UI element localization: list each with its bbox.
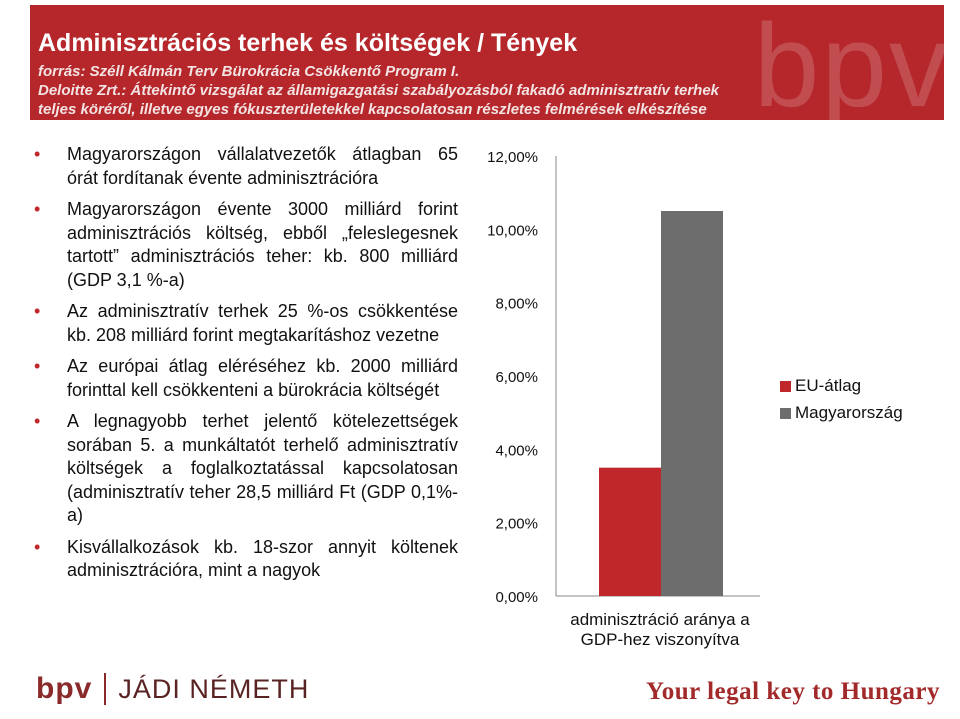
- bar-chart: 0,00% 2,00% 4,00% 6,00% 8,00% 10,00% 12,00% adm…: [487, 149, 760, 649]
- y-tick-label: 4,00%: [495, 442, 538, 459]
- page-title: Adminisztrációs terhek és költségek / Té…: [38, 29, 578, 57]
- y-tick-label: 8,00%: [495, 296, 538, 313]
- bpv-jadi-nemeth-logo: bpv JÁDI NÉMETH: [36, 672, 309, 706]
- legend-item-eu: EU-átlag: [780, 376, 903, 396]
- bullet-item: Az adminisztratív terhek 25 %-os csökken…: [34, 300, 458, 347]
- y-tick-label: 0,00%: [495, 589, 538, 606]
- header-banner: bpv Adminisztrációs terhek és költségek …: [30, 5, 944, 120]
- logo-name: JÁDI NÉMETH: [118, 673, 310, 704]
- legend-item-hu: Magyarország: [780, 403, 903, 423]
- bullet-item: Az európai átlag eléréséhez kb. 2000 mil…: [34, 355, 458, 402]
- y-tick-label: 2,00%: [495, 516, 538, 533]
- logo-divider: [104, 673, 107, 705]
- legend-swatch-eu: [780, 380, 791, 392]
- x-category-label: adminisztráció aránya a: [570, 610, 750, 629]
- y-tick-label: 12,00%: [487, 149, 538, 166]
- source-line: forrás: Széll Kálmán Terv Bürokrácia Csö…: [38, 63, 460, 80]
- x-category-label: GDP-hez viszonyítva: [581, 630, 740, 649]
- legend-swatch-hu: [780, 407, 791, 419]
- chart-legend: EU-átlag Magyarország: [780, 376, 903, 430]
- bar-eu-average: [599, 467, 661, 596]
- source-line: teljes köréről, illetve egyes fókuszterü…: [38, 101, 707, 118]
- y-tick-label: 6,00%: [495, 369, 538, 386]
- bullet-item: A legnagyobb terhet jelentő kötelezettsé…: [34, 410, 458, 528]
- bpv-watermark: bpv: [753, 5, 944, 120]
- tagline: Your legal key to Hungary: [646, 678, 940, 705]
- bar-hungary: [661, 211, 723, 596]
- bullet-item: Magyarországon vállalatvezetők átlagban …: [34, 143, 458, 190]
- legend-label-eu: EU-átlag: [795, 376, 862, 395]
- bullet-list: Magyarországon vállalatvezetők átlagban …: [34, 143, 458, 591]
- logo-bpv: bpv: [36, 672, 93, 705]
- legend-label-hu: Magyarország: [795, 403, 903, 422]
- bullet-item: Kisvállalkozások kb. 18-szor annyit költ…: [34, 536, 458, 583]
- source-line: Deloitte Zrt.: Áttekintő vizsgálat az ál…: [38, 82, 720, 99]
- bullet-item: Magyarországon évente 3000 milliárd fori…: [34, 198, 458, 292]
- y-tick-label: 10,00%: [487, 222, 538, 239]
- source-text: forrás: Széll Kálmán Terv Bürokrácia Csö…: [38, 62, 918, 119]
